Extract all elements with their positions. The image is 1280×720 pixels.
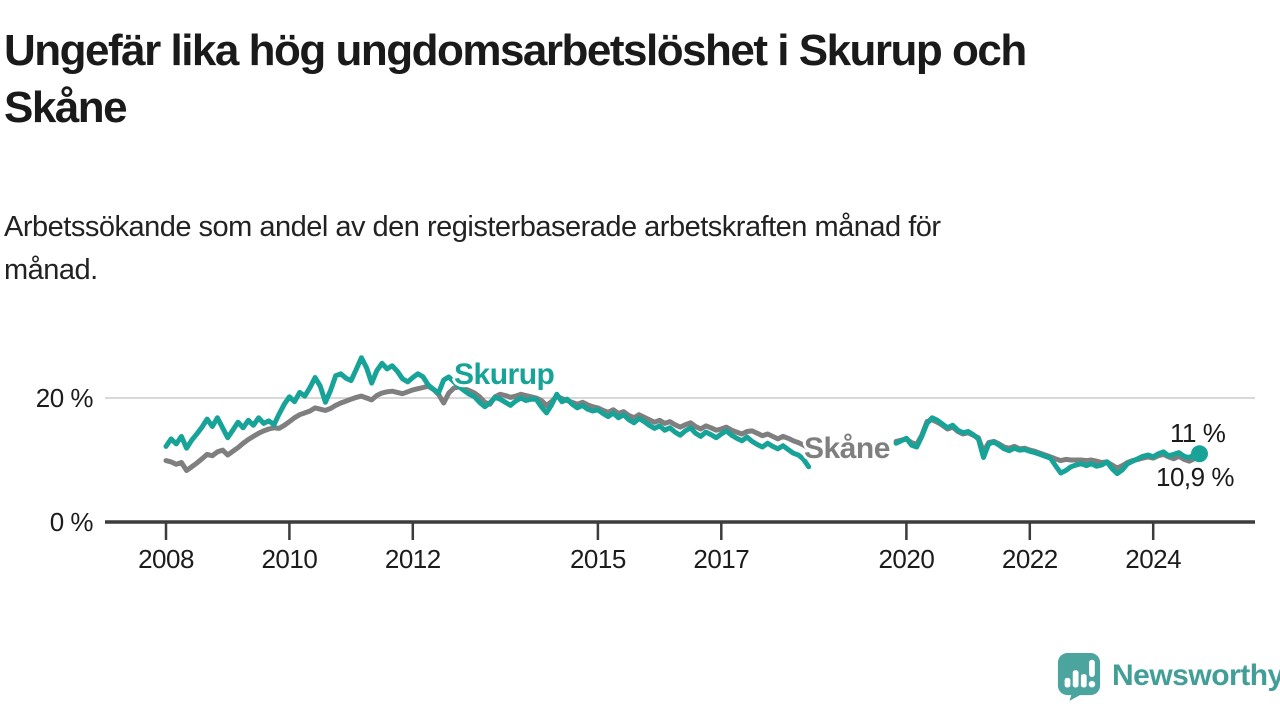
end-dot-skurup: [1190, 445, 1208, 463]
newsworthy-wordmark: Newsworthy: [1112, 659, 1280, 692]
x-axis-tick-label: 2012: [385, 544, 441, 574]
y-axis-tick-label: 20 %: [36, 383, 94, 413]
chart-title: Ungefär lika hög ungdomsarbetslöshet i S…: [4, 22, 1264, 136]
series-label-skurup: Skurup: [454, 358, 555, 391]
x-axis-tick-label: 2015: [570, 544, 626, 574]
x-axis-tick-label: 2022: [1002, 544, 1058, 574]
newsworthy-logo: Newsworthy: [1056, 650, 1280, 702]
chart-subtitle-line1: Arbetssökande som andel av den registerb…: [4, 211, 941, 243]
exclamation-dot: [1088, 680, 1096, 688]
chart-title-line2: Skåne: [4, 83, 128, 132]
x-axis-tick-label: 2017: [693, 544, 749, 574]
chart-subtitle-line2: månad.: [4, 254, 98, 286]
bar-small: [1064, 677, 1071, 688]
x-axis-tick-label: 2020: [878, 544, 934, 574]
end-value-label-skane: 10,9 %: [1156, 462, 1234, 492]
x-axis-tick-label: 2024: [1125, 544, 1181, 574]
series-label-skane: Skåne: [804, 432, 890, 465]
chart-subtitle: Arbetssökande som andel av den registerb…: [4, 206, 1214, 292]
chart-title-line1: Ungefär lika hög ungdomsarbetslöshet i S…: [4, 26, 1027, 75]
speech-bubble-shape: [1057, 653, 1101, 701]
x-axis-tick-label: 2008: [138, 544, 194, 574]
bar-tall: [1072, 670, 1079, 688]
series-line-skurup: [163, 355, 1202, 477]
x-axis-tick-label: 2010: [261, 544, 317, 574]
exclamation-stroke: [1089, 659, 1095, 677]
newsworthy-bubble-chart-icon: [1057, 653, 1101, 701]
bar-medium: [1080, 674, 1087, 688]
end-value-label-skurup: 11 %: [1170, 418, 1226, 448]
y-axis-tick-label: 0 %: [50, 507, 94, 537]
